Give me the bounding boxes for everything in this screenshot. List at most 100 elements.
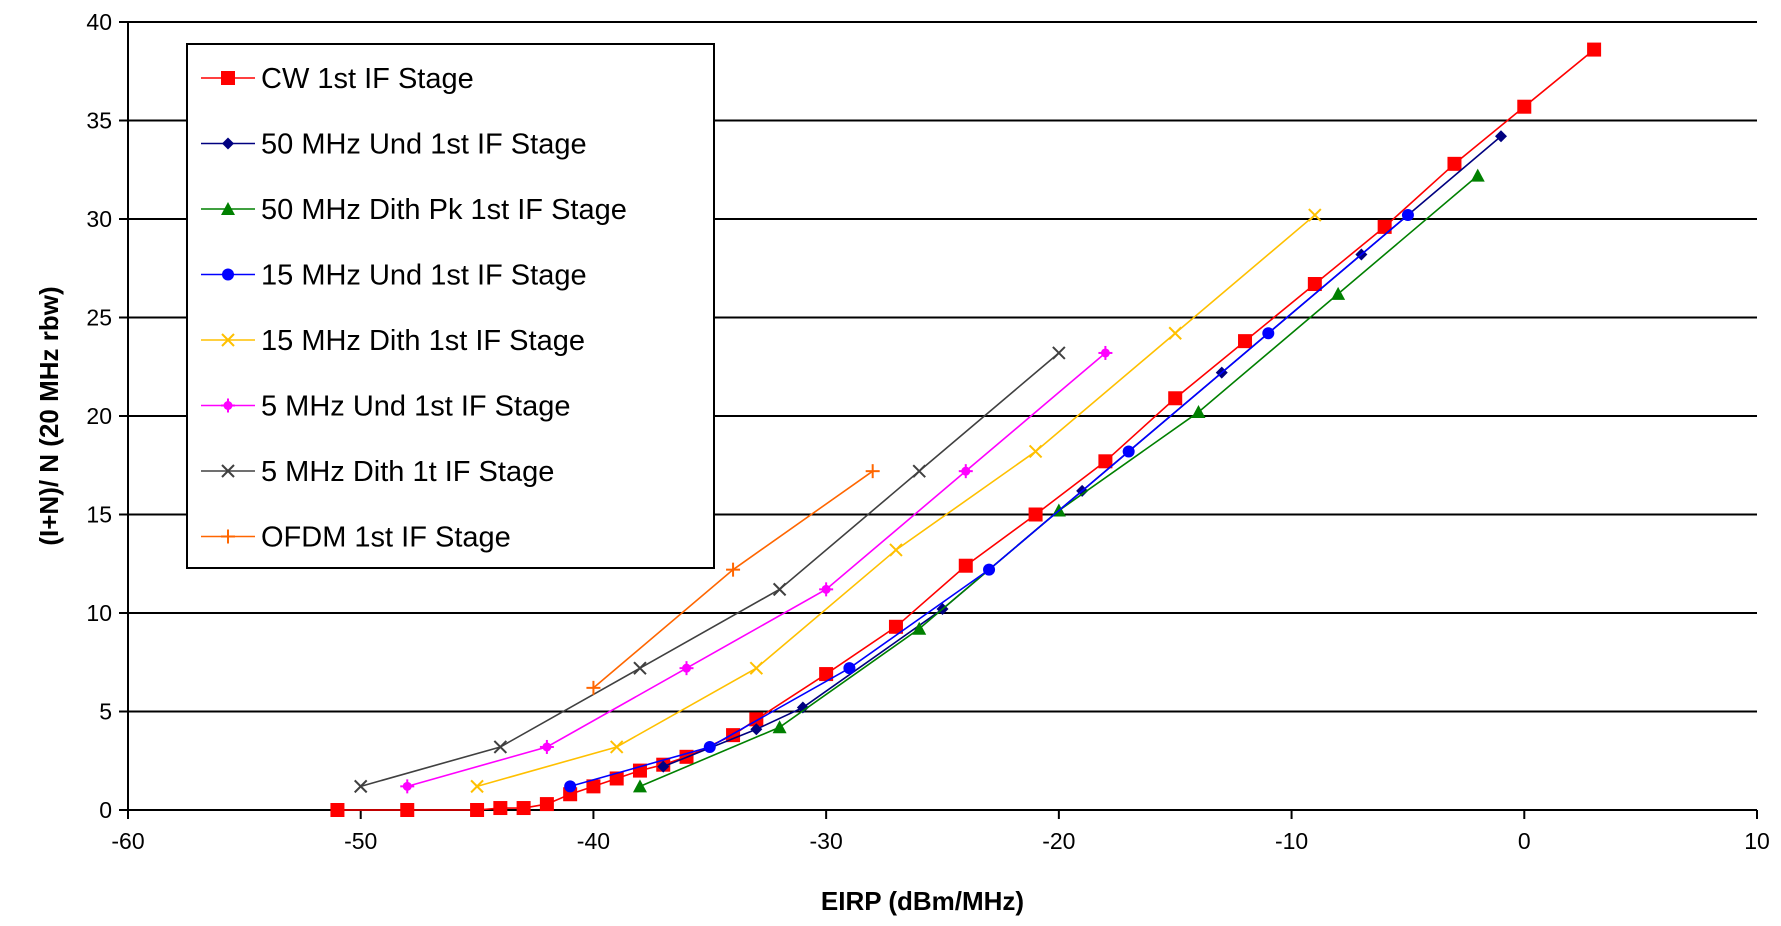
legend-label: 50 MHz Und 1st IF Stage bbox=[261, 129, 587, 161]
data-point bbox=[400, 803, 415, 817]
data-point bbox=[819, 667, 834, 682]
data-point bbox=[493, 740, 508, 754]
data-point bbox=[865, 464, 880, 479]
data-point bbox=[221, 398, 235, 413]
y-tick-label: 35 bbox=[86, 108, 112, 134]
data-point bbox=[1168, 326, 1182, 340]
y-tick-label: 30 bbox=[86, 206, 112, 232]
data-point bbox=[564, 780, 577, 793]
data-point bbox=[889, 543, 903, 557]
data-point bbox=[586, 680, 601, 695]
data-point bbox=[703, 740, 716, 753]
legend-label: 15 MHz Dith 1st IF Stage bbox=[261, 325, 585, 357]
data-point bbox=[632, 779, 647, 793]
data-point bbox=[1307, 277, 1322, 292]
legend-box bbox=[186, 43, 715, 569]
x-tick-label: -60 bbox=[111, 828, 144, 854]
y-tick-label: 25 bbox=[86, 305, 112, 331]
data-point bbox=[221, 71, 235, 85]
data-point bbox=[1098, 345, 1113, 360]
data-point bbox=[679, 661, 694, 676]
legend-item: 5 MHz Dith 1t IF Stage bbox=[201, 456, 554, 488]
series-6 bbox=[354, 346, 1066, 794]
data-point bbox=[221, 464, 235, 478]
data-point bbox=[493, 801, 508, 816]
data-point bbox=[354, 779, 368, 794]
x-axis-title: EIRP (dBm/MHz) bbox=[821, 886, 1024, 916]
data-point bbox=[1587, 42, 1602, 57]
legend-label: OFDM 1st IF Stage bbox=[261, 522, 511, 554]
data-point bbox=[539, 739, 554, 754]
data-point bbox=[609, 740, 624, 754]
data-point bbox=[1168, 391, 1183, 406]
series-3 bbox=[564, 209, 1414, 793]
legend-item: 50 MHz Und 1st IF Stage bbox=[201, 129, 587, 161]
data-point bbox=[1447, 156, 1462, 171]
data-point bbox=[1401, 209, 1414, 222]
data-point bbox=[749, 661, 764, 675]
legend-label: 5 MHz Und 1st IF Stage bbox=[261, 391, 570, 423]
y-tick-label: 20 bbox=[86, 403, 112, 429]
legend-item: 50 MHz Dith Pk 1st IF Stage bbox=[201, 194, 627, 226]
data-point bbox=[633, 661, 647, 675]
data-point bbox=[772, 720, 787, 734]
legend-label: CW 1st IF Stage bbox=[261, 63, 474, 95]
data-point bbox=[1262, 327, 1275, 340]
x-tick-label: -40 bbox=[577, 828, 610, 854]
x-tick-label: -20 bbox=[1042, 828, 1075, 854]
legend: CW 1st IF Stage 50 MHz Und 1st IF Stage 50… bbox=[186, 43, 715, 569]
series-4 bbox=[470, 208, 1322, 794]
y-axis-title: (I+N)/ N (20 MHz rbw) bbox=[34, 286, 64, 545]
data-point bbox=[1495, 130, 1508, 143]
axes: 0 5 10 15 20 25 30 35 40 -60 -50 -40 -30 -20 -10 0 10 bbox=[86, 9, 1769, 854]
series-line bbox=[407, 352, 1106, 788]
data-point bbox=[912, 621, 927, 635]
data-point bbox=[772, 582, 787, 597]
x-tick-label: -30 bbox=[810, 828, 843, 854]
data-point bbox=[1098, 454, 1113, 469]
data-point bbox=[912, 464, 926, 478]
data-point bbox=[1238, 334, 1253, 349]
data-point bbox=[470, 779, 484, 794]
data-point bbox=[657, 760, 670, 773]
data-point bbox=[958, 464, 973, 479]
y-tick-label: 0 bbox=[99, 797, 112, 823]
data-point bbox=[1028, 444, 1043, 459]
data-point bbox=[1308, 208, 1322, 222]
data-point bbox=[539, 797, 554, 812]
y-tick-label: 10 bbox=[86, 600, 112, 626]
series-line bbox=[360, 352, 1060, 788]
data-point bbox=[221, 333, 235, 347]
x-tick-label: -50 bbox=[344, 828, 377, 854]
y-tick-label: 5 bbox=[99, 699, 112, 725]
data-point bbox=[1517, 99, 1532, 114]
data-point bbox=[843, 662, 856, 675]
data-point bbox=[958, 558, 973, 573]
data-point bbox=[330, 803, 345, 817]
data-point bbox=[983, 563, 996, 576]
legend-item: CW 1st IF Stage bbox=[201, 63, 474, 95]
data-point bbox=[796, 701, 809, 714]
data-point bbox=[400, 779, 415, 794]
data-point bbox=[888, 619, 903, 634]
data-point bbox=[221, 529, 235, 544]
data-point bbox=[1191, 405, 1206, 419]
series-7 bbox=[586, 464, 880, 695]
y-tick-label: 15 bbox=[86, 502, 112, 528]
legend-item: 15 MHz Und 1st IF Stage bbox=[201, 260, 587, 292]
x-tick-label: 0 bbox=[1518, 828, 1531, 854]
data-point bbox=[819, 582, 834, 597]
series-layer bbox=[330, 42, 1602, 817]
legend-item: 15 MHz Dith 1st IF Stage bbox=[201, 325, 585, 357]
data-point bbox=[470, 803, 485, 817]
data-point bbox=[1122, 445, 1135, 458]
y-tick-label: 40 bbox=[86, 9, 112, 35]
legend-label: 15 MHz Und 1st IF Stage bbox=[261, 260, 587, 292]
legend-item: OFDM 1st IF Stage bbox=[201, 522, 511, 554]
series-5 bbox=[400, 345, 1113, 794]
data-point bbox=[1052, 346, 1066, 360]
data-point bbox=[516, 801, 531, 816]
x-tick-label: 10 bbox=[1744, 828, 1770, 854]
